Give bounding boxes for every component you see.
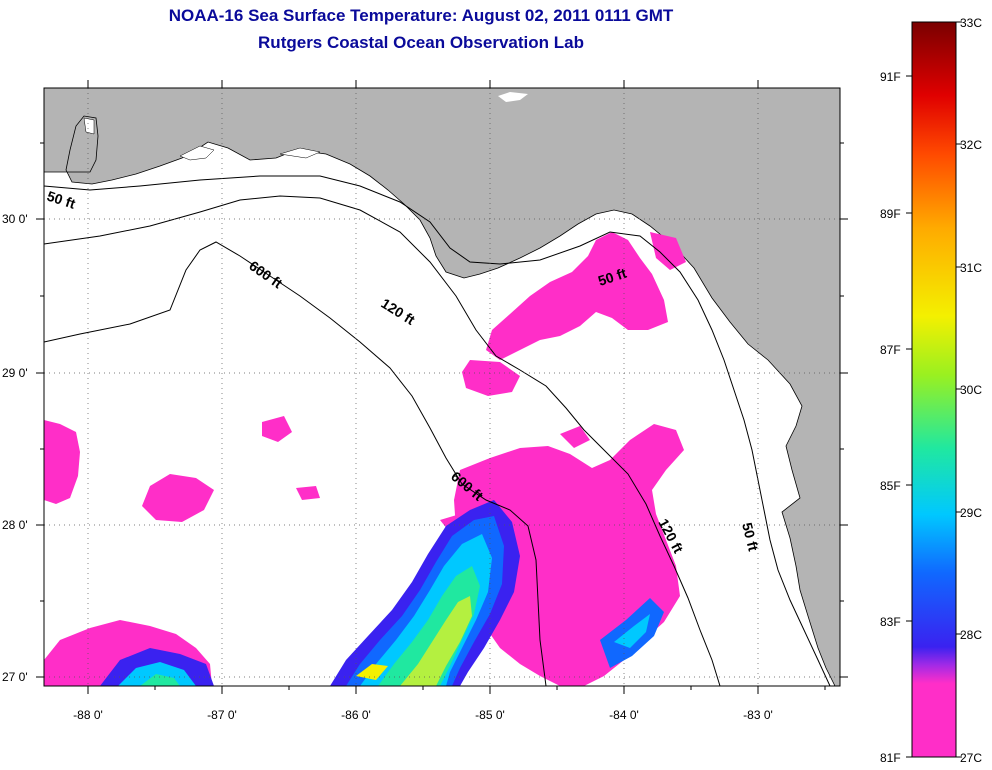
colorbar-fahrenheit-label: 83F bbox=[880, 615, 901, 629]
lat-label: 27 0' bbox=[2, 670, 28, 684]
colorbar-fahrenheit-label: 81F bbox=[880, 751, 901, 765]
axis-ticks bbox=[36, 80, 848, 694]
contour-label: 50 ft bbox=[739, 521, 762, 553]
lon-label: -88 0' bbox=[73, 708, 103, 722]
colorbar-celsius-label: 31C bbox=[960, 261, 982, 275]
map-title: NOAA-16 Sea Surface Temperature: August … bbox=[168, 6, 674, 25]
sst-warm-region bbox=[100, 500, 664, 686]
map-area bbox=[44, 88, 840, 686]
colorbar-gradient bbox=[911, 21, 957, 758]
colorbar-celsius-label: 32C bbox=[960, 138, 982, 152]
colorbar-fahrenheit-label: 87F bbox=[880, 343, 901, 357]
inlet bbox=[83, 117, 95, 135]
colorbar-celsius-label: 27C bbox=[960, 751, 982, 765]
colorbar-fahrenheit-label: 85F bbox=[880, 479, 901, 493]
contour-120ft bbox=[44, 195, 721, 686]
colorbar-fahrenheit-label: 91F bbox=[880, 70, 901, 84]
lon-label: -83 0' bbox=[743, 708, 773, 722]
lat-label: 30 0' bbox=[2, 212, 28, 226]
colorbar-fahrenheit-label: 89F bbox=[880, 207, 901, 221]
lon-label: -84 0' bbox=[609, 708, 639, 722]
colorbar-celsius-label: 33C bbox=[960, 16, 982, 30]
colorbar: 33C 32C 31C 30C 29C 28C 27C 91F 89F 87F … bbox=[880, 16, 982, 765]
bay bbox=[179, 145, 215, 161]
colorbar-celsius-label: 29C bbox=[960, 506, 982, 520]
map-subtitle: Rutgers Coastal Ocean Observation Lab bbox=[258, 33, 584, 52]
map-frame bbox=[43, 87, 841, 687]
bay bbox=[279, 147, 321, 159]
colorbar-celsius-label: 30C bbox=[960, 383, 982, 397]
lon-label: -85 0' bbox=[475, 708, 505, 722]
contour-50ft-west bbox=[44, 175, 831, 686]
lat-label: 29 0' bbox=[2, 366, 28, 380]
depth-contours bbox=[44, 175, 831, 686]
land-mass bbox=[44, 88, 840, 686]
lon-label: -86 0' bbox=[341, 708, 371, 722]
contour-600ft bbox=[44, 241, 547, 686]
lake bbox=[498, 92, 528, 102]
colorbar-celsius-label: 28C bbox=[960, 628, 982, 642]
lon-label: -87 0' bbox=[207, 708, 237, 722]
lat-label: 28 0' bbox=[2, 518, 28, 532]
